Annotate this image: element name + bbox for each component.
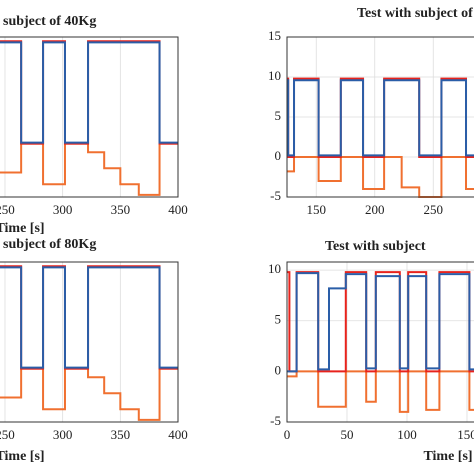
y-tick-label: -5 [270,413,281,428]
y-tick-label: 0 [275,148,282,163]
y-tick-label: 0 [275,362,282,377]
x-tick-label: 0 [284,427,291,442]
x-axis-label: Time [s] [0,221,45,236]
x-tick-label: 50 [341,427,354,442]
chart-title: subject of 80Kg [3,237,96,252]
plot-frame [0,261,179,423]
data-line [0,266,178,369]
x-tick-label: 400 [168,202,188,217]
plot-frame [286,36,474,198]
data-line [0,265,178,370]
y-tick-label: 10 [268,261,281,276]
x-tick-label: 250 [0,202,15,217]
x-tick-label: 200 [365,202,385,217]
chart-title: Test with subject of [357,6,473,21]
data-line [287,271,474,373]
x-tick-label: 350 [111,202,131,217]
x-tick-label: 300 [53,202,73,217]
plot-frame [286,261,474,423]
y-tick-label: 5 [275,312,282,327]
x-tick-label: 100 [397,427,417,442]
data-line [287,156,474,198]
x-tick-label: 150 [307,202,327,217]
y-tick-label: 5 [275,108,282,123]
chart-title: subject of 40Kg [3,14,96,29]
plot-area [287,262,474,422]
data-line [0,41,178,144]
y-tick-label: 15 [268,28,281,43]
x-tick-label: 150 [457,427,474,442]
x-tick-label: 300 [53,427,73,442]
data-line [0,40,178,145]
x-tick-label: 250 [0,427,15,442]
x-tick-label: 250 [424,202,444,217]
plot-frame [0,36,179,198]
x-axis-label: Time [s] [0,449,45,464]
x-tick-label: 350 [111,427,131,442]
data-line [287,79,474,157]
chart-title: Test with subject [325,239,426,254]
data-line [287,370,474,413]
y-tick-label: -5 [270,188,281,203]
y-tick-label: 10 [268,68,281,83]
x-axis-label: Time [s] [423,449,472,464]
x-tick-label: 400 [168,427,188,442]
data-line [287,272,474,373]
